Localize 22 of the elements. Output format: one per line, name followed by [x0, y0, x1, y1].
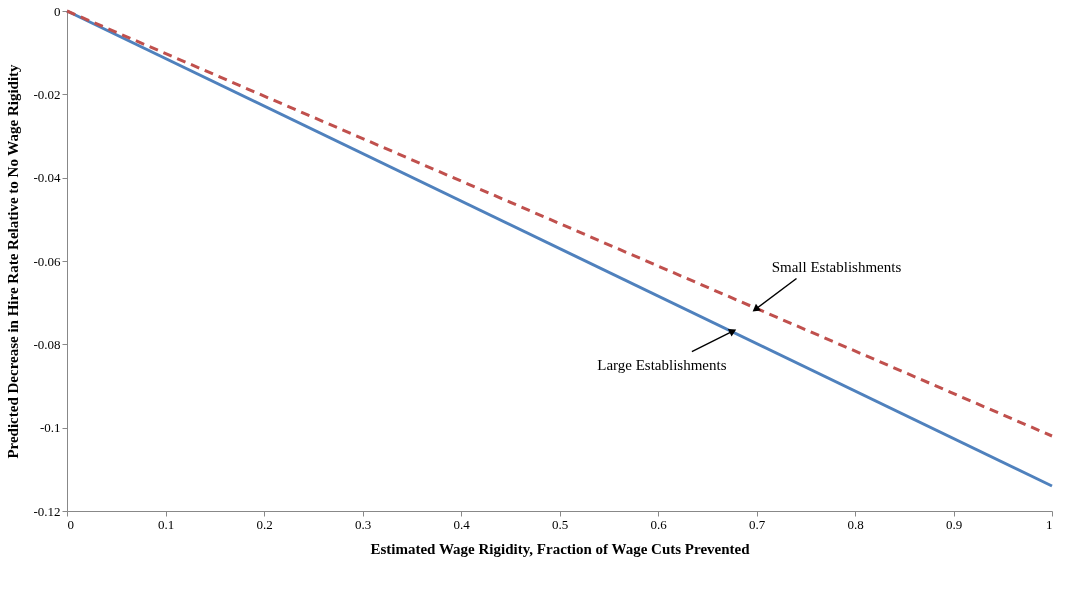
x-tick-label: 1 — [1046, 516, 1053, 532]
x-tick-label: 0 — [67, 516, 74, 532]
x-tick-label: 0.1 — [157, 516, 175, 532]
y-tick-label: 0 — [54, 3, 61, 19]
x-tick-label: 0.3 — [354, 516, 372, 532]
x-tick-label: 0.7 — [748, 516, 766, 532]
x-axis-title: Estimated Wage Rigidity, Fraction of Wage Cuts Prevented — [370, 540, 751, 557]
series-label: Large Establishments — [597, 356, 727, 373]
y-tick-label: -0.08 — [33, 336, 61, 352]
x-tick-label: 0.4 — [453, 516, 471, 532]
text: Small Establishments — [771, 258, 902, 275]
y-tick-label: -0.04 — [33, 170, 61, 186]
x-tick-label: 0.5 — [551, 516, 569, 532]
y-tick-label: -0.06 — [33, 253, 61, 269]
y-tick-label: -0.02 — [33, 86, 61, 102]
y-tick-label: -0.1 — [39, 420, 61, 436]
x-tick-label: 0.9 — [945, 516, 963, 532]
x-tick-label: 0.2 — [256, 516, 273, 532]
x-tick-label: 0.6 — [650, 516, 668, 532]
y-tick-label: -0.12 — [33, 503, 61, 519]
x-tick-label: 0.8 — [847, 516, 864, 532]
y-axis-title: Predicted Decrease in Hire Rate Relative to No Wage Rigidity — [5, 63, 22, 459]
